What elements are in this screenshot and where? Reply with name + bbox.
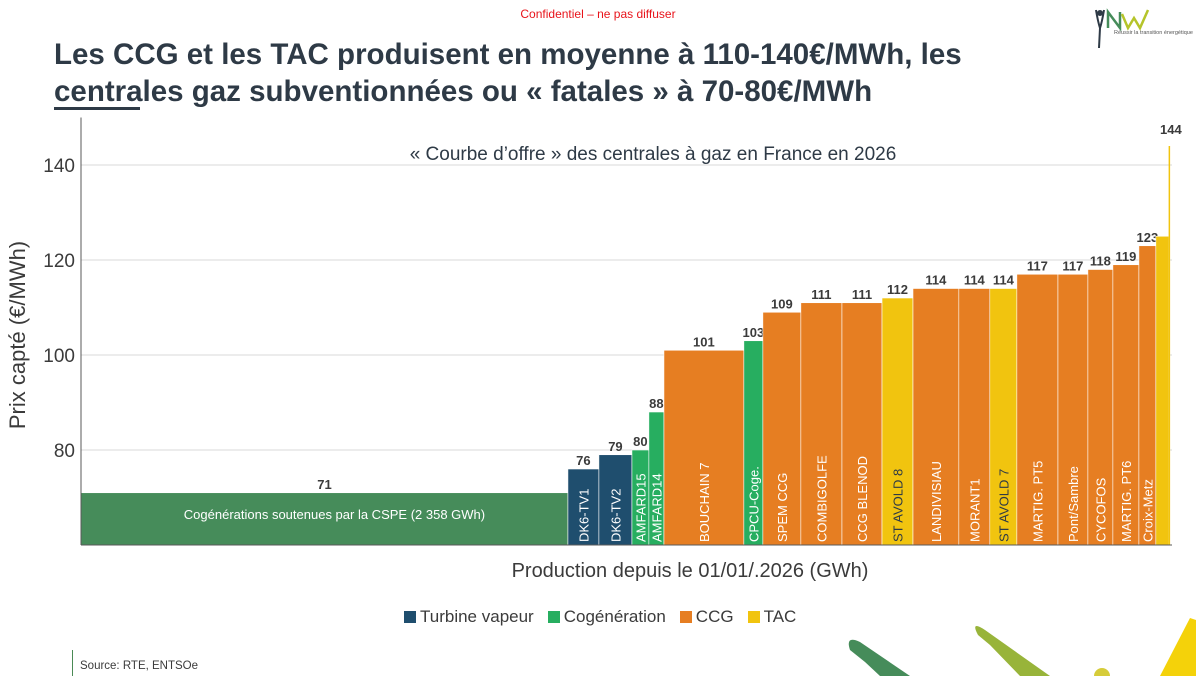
bar-name-label: BOUCHAIN 7 (697, 463, 712, 542)
bar-name-label: Cogénérations soutenues par la CSPE (2 3… (184, 507, 485, 522)
y-tick-label: 80 (54, 441, 75, 462)
data-label: 114 (925, 273, 947, 288)
data-label: 123 (1137, 230, 1159, 245)
deco-olive-arrow-icon (975, 626, 1050, 676)
bar-dk6-tv2 (598, 454, 633, 546)
legend-swatch (679, 611, 692, 623)
y-tick-label: 120 (43, 251, 75, 272)
deco-green-arrow-icon (848, 639, 910, 676)
data-label: 114 (964, 273, 986, 288)
bar-name-label: DK6-TV1 (576, 489, 591, 542)
logo-figure-icon (1095, 9, 1105, 49)
bar-name-label: DK6-TV2 (608, 489, 623, 542)
legend-label: Turbine vapeur (420, 607, 534, 626)
y-tick-label: 100 (43, 346, 75, 367)
bar-name-label: MARTIG. PT6 (1119, 461, 1134, 542)
logo-tagline: Réussir la transition énergétique (1114, 30, 1193, 36)
bar-name-label: ST AVOLD 7 (996, 469, 1011, 542)
data-label: 109 (771, 296, 793, 311)
bar-name-label: Croix-Metz (1140, 479, 1155, 542)
data-label: 71 (317, 477, 331, 492)
bar-name-label: CYCOFOS (1093, 477, 1108, 542)
bar-name-label: MARTIG. PT5 (1030, 461, 1045, 542)
bar-name-label: LANDIVISIAU (929, 461, 944, 542)
title-line-1: Les CCG et les TAC produisent en moyenne… (54, 38, 962, 71)
legend-label: TAC (763, 607, 797, 626)
bar-name-label: AMFARD14 (649, 473, 664, 542)
data-label: 114 (993, 273, 1015, 288)
legend-item: Cogénération (547, 607, 666, 627)
bar-bouchain-7 (663, 349, 745, 546)
data-label: 118 (1090, 254, 1111, 269)
source-note: Source: RTE, ENTSOe (80, 660, 199, 672)
legend-item: TAC (747, 607, 797, 627)
title-line-2: centrales gaz subventionnées ou « fatale… (54, 75, 873, 108)
data-label: 112 (887, 282, 908, 297)
bar-landivisiau (912, 288, 960, 546)
y-tick-label: 140 (43, 156, 75, 177)
bar-tac-19 (1155, 235, 1170, 546)
data-label: 101 (693, 334, 715, 349)
source-divider (72, 650, 73, 676)
confidential-notice: Confidentiel – ne pas diffuser (520, 7, 676, 21)
deco-yellow-arrow-icon (1160, 618, 1196, 676)
bar-dk6-tv1 (567, 468, 600, 546)
data-label: 76 (576, 453, 590, 468)
legend-swatch (747, 611, 760, 623)
bar-name-label: Pont/Sambre (1066, 466, 1081, 542)
data-label: 117 (1027, 258, 1048, 273)
data-label: 80 (633, 434, 647, 449)
bar-ccg-blenod (841, 302, 883, 546)
data-label: 103 (743, 325, 765, 340)
bar-name-label: CPCU-Coge. (746, 466, 761, 542)
x-axis-title: Production depuis le 01/01/.2026 (GWh) (512, 560, 869, 582)
data-label: 88 (649, 396, 663, 411)
bar-combigolfe (800, 302, 843, 546)
bar-martig-pt5 (1016, 273, 1059, 546)
data-label: 119 (1115, 249, 1136, 264)
bar-name-label: MORANT1 (967, 478, 982, 542)
logo-w-icon (1120, 9, 1150, 31)
data-label: 79 (608, 439, 622, 454)
data-label: 144 (1160, 122, 1182, 137)
bar-name-label: COMBIGOLFE (814, 455, 829, 542)
bar-cog-n-rations-soutenues-par-la-cspe-2-358-gwh- (80, 492, 569, 546)
y-axis-title: Prix capté (€/MWh) (5, 241, 30, 429)
legend-label: CCG (695, 607, 734, 626)
legend-label: Cogénération (563, 607, 666, 626)
legend-swatch (404, 611, 416, 623)
data-label: 111 (811, 287, 831, 302)
bar-spem-ccg (762, 311, 802, 546)
bar-st-avold-8 (881, 297, 914, 546)
bar-pont-sambre (1057, 273, 1089, 546)
data-label: 117 (1062, 258, 1083, 273)
decorative-arrows (848, 618, 1196, 676)
legend-item: Turbine vapeur (404, 607, 534, 627)
chart-legend: Turbine vapeur Cogénération CCG TAC (404, 607, 802, 627)
legend-swatch (547, 611, 560, 623)
bar-name-label: SPEM CCG (775, 473, 790, 542)
logo-n-icon (1106, 8, 1122, 32)
bar-name-label: ST AVOLD 8 (891, 469, 906, 542)
deco-dot-icon (1094, 668, 1110, 676)
legend-item: CCG (679, 607, 734, 627)
title-underline (54, 107, 140, 110)
logo-head-icon (1097, 10, 1103, 16)
company-logo (1095, 8, 1150, 49)
bar-name-label: AMFARD15 (633, 473, 648, 542)
page-title: Les CCG et les TAC produisent en moyenne… (54, 36, 1054, 110)
bar-name-label: CCG BLENOD (855, 456, 870, 542)
chart-title: « Courbe d’offre » des centrales à gaz e… (410, 144, 897, 165)
data-label: 111 (852, 287, 872, 302)
